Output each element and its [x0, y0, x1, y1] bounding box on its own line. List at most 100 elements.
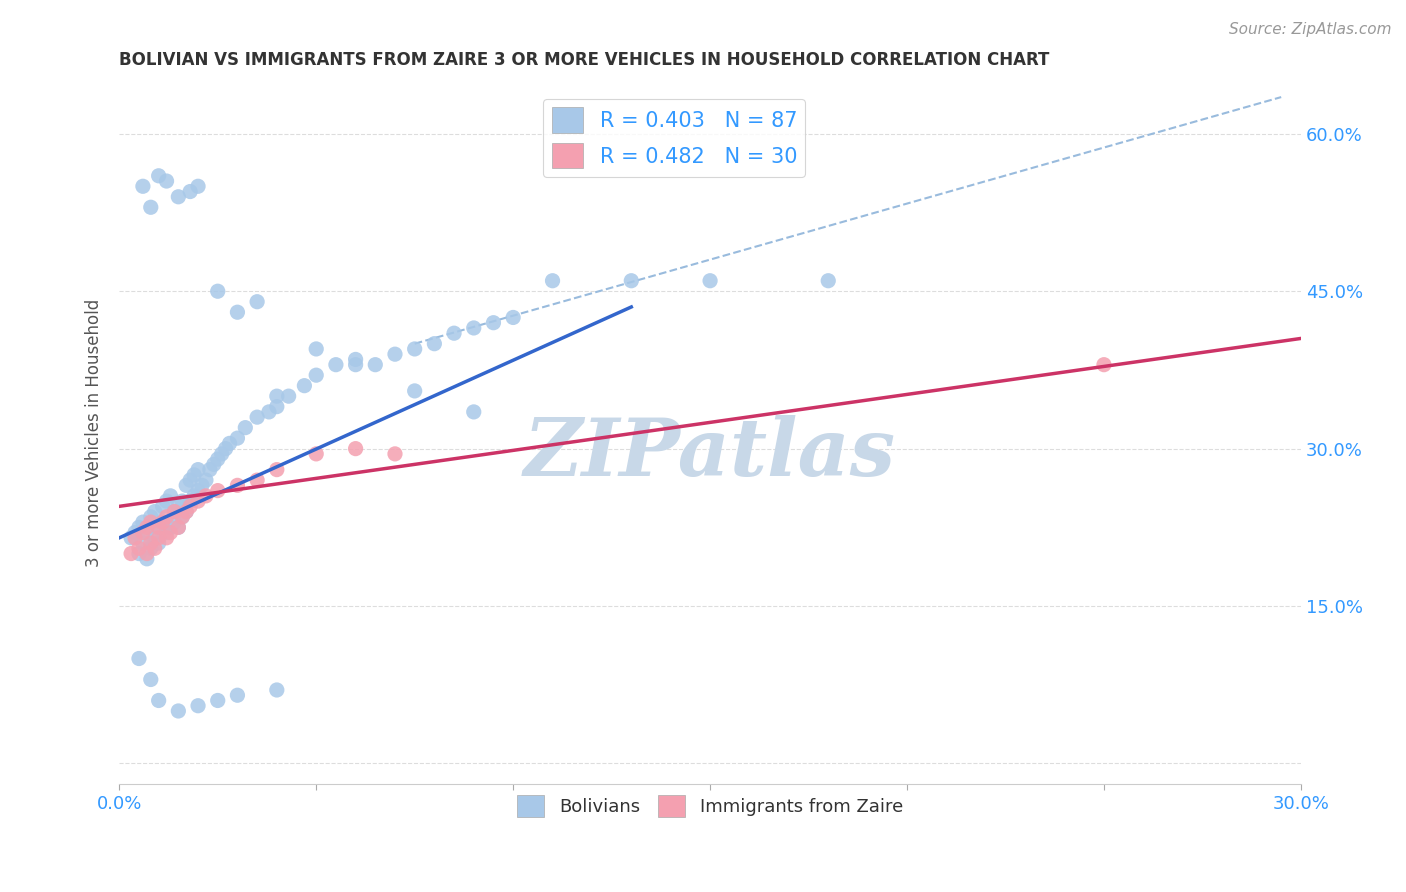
Point [325, 358, 347, 372]
Point [364, 358, 387, 372]
Point [174, 505, 197, 519]
Point [163, 505, 186, 519]
Point [148, 536, 170, 550]
Point [305, 447, 328, 461]
Point [233, 420, 256, 434]
Point [463, 405, 485, 419]
Point [541, 274, 564, 288]
Point [266, 400, 288, 414]
Point [167, 520, 190, 534]
Point [163, 515, 186, 529]
Point [132, 536, 155, 550]
Point [139, 509, 162, 524]
Point [699, 274, 721, 288]
Y-axis label: 3 or more Vehicles in Household: 3 or more Vehicles in Household [86, 299, 103, 567]
Point [257, 405, 280, 419]
Point [155, 509, 177, 524]
Point [277, 389, 299, 403]
Point [152, 515, 174, 529]
Point [148, 169, 170, 183]
Point [139, 673, 162, 687]
Legend: Bolivians, Immigrants from Zaire: Bolivians, Immigrants from Zaire [510, 789, 910, 824]
Point [135, 551, 157, 566]
Point [135, 520, 157, 534]
Point [179, 473, 201, 487]
Point [120, 547, 142, 561]
Point [159, 525, 181, 540]
Point [620, 274, 643, 288]
Point [202, 458, 225, 472]
Point [187, 462, 209, 476]
Point [174, 478, 197, 492]
Point [139, 541, 162, 556]
Point [155, 531, 177, 545]
Point [143, 541, 166, 556]
Point [246, 473, 269, 487]
Point [174, 505, 197, 519]
Point [167, 520, 190, 534]
Point [128, 541, 150, 556]
Point [159, 489, 181, 503]
Point [246, 410, 269, 425]
Text: BOLIVIAN VS IMMIGRANTS FROM ZAIRE 3 OR MORE VEHICLES IN HOUSEHOLD CORRELATION CH: BOLIVIAN VS IMMIGRANTS FROM ZAIRE 3 OR M… [120, 51, 1050, 69]
Point [207, 284, 229, 298]
Point [120, 531, 142, 545]
Point [128, 520, 150, 534]
Point [135, 547, 157, 561]
Point [344, 352, 367, 367]
Point [135, 525, 157, 540]
Point [152, 515, 174, 529]
Point [404, 384, 426, 398]
Text: Source: ZipAtlas.com: Source: ZipAtlas.com [1229, 22, 1392, 37]
Point [143, 531, 166, 545]
Point [344, 442, 367, 456]
Point [246, 294, 269, 309]
Point [207, 483, 229, 498]
Point [443, 326, 465, 341]
Point [179, 185, 201, 199]
Point [218, 436, 240, 450]
Point [384, 447, 406, 461]
Point [266, 389, 288, 403]
Point [155, 494, 177, 508]
Point [187, 494, 209, 508]
Point [139, 536, 162, 550]
Point [132, 179, 155, 194]
Point [817, 274, 839, 288]
Point [305, 368, 328, 383]
Point [167, 500, 190, 514]
Point [187, 698, 209, 713]
Point [194, 473, 217, 487]
Point [155, 174, 177, 188]
Point [163, 505, 186, 519]
Point [198, 462, 221, 476]
Point [167, 190, 190, 204]
Point [152, 500, 174, 514]
Point [226, 305, 249, 319]
Point [344, 358, 367, 372]
Point [148, 520, 170, 534]
Point [187, 483, 209, 498]
Point [139, 200, 162, 214]
Point [191, 478, 214, 492]
Point [139, 515, 162, 529]
Point [172, 509, 194, 524]
Point [226, 431, 249, 445]
Point [211, 447, 233, 461]
Point [128, 547, 150, 561]
Point [132, 515, 155, 529]
Point [226, 688, 249, 702]
Point [384, 347, 406, 361]
Point [502, 310, 524, 325]
Point [463, 321, 485, 335]
Point [305, 342, 328, 356]
Point [172, 509, 194, 524]
Point [167, 704, 190, 718]
Point [226, 478, 249, 492]
Point [292, 378, 315, 392]
Point [482, 316, 505, 330]
Point [183, 467, 205, 482]
Point [128, 651, 150, 665]
Point [148, 531, 170, 545]
Point [404, 342, 426, 356]
